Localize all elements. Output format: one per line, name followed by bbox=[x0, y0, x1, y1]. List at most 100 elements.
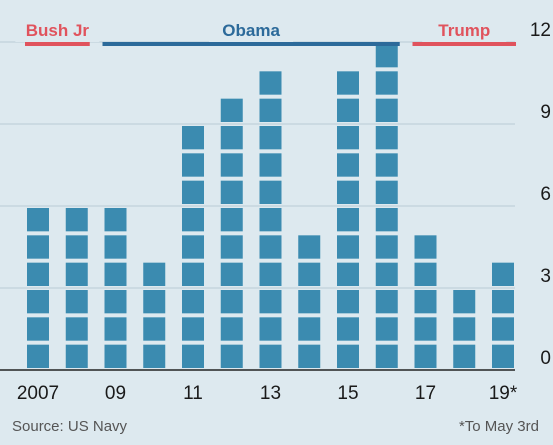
bar-segment bbox=[375, 153, 398, 177]
bar-segment bbox=[414, 235, 437, 259]
bar-segment bbox=[259, 317, 282, 341]
bar-2012 bbox=[220, 98, 243, 368]
bar-segment bbox=[182, 208, 204, 232]
bar-segment bbox=[65, 317, 88, 341]
bar-2016 bbox=[375, 44, 398, 368]
bar-segment bbox=[375, 180, 398, 204]
bar-segment bbox=[259, 235, 282, 259]
bar-segment bbox=[104, 290, 127, 314]
bar-segment bbox=[259, 71, 282, 95]
bar-segment bbox=[182, 153, 204, 177]
bar-segment bbox=[220, 153, 243, 177]
bar-segment bbox=[220, 317, 243, 341]
period-label-bg bbox=[15, 22, 100, 42]
x-tick-label: 19* bbox=[489, 383, 518, 404]
period-label: Obama bbox=[222, 21, 280, 40]
bar-segment bbox=[220, 290, 243, 314]
bar-segment bbox=[143, 262, 166, 286]
bar-segment bbox=[492, 290, 514, 314]
bar-segment bbox=[220, 344, 243, 368]
bar-2007 bbox=[27, 208, 49, 368]
bar-segment bbox=[375, 44, 398, 68]
bar-segment bbox=[259, 344, 282, 368]
bar-2008 bbox=[65, 208, 88, 368]
bar-segment bbox=[337, 262, 359, 286]
bar-segment bbox=[375, 71, 398, 95]
period-label-bg bbox=[422, 22, 507, 42]
y-tick-label: 3 bbox=[540, 266, 551, 287]
bar-segment bbox=[104, 262, 127, 286]
bar-segment bbox=[27, 262, 49, 286]
bar-segment bbox=[298, 262, 321, 286]
y-axis: 0 3 6 9 12 bbox=[530, 20, 551, 369]
bar-segment bbox=[414, 317, 437, 341]
bar-2010 bbox=[143, 262, 166, 368]
bar-2013 bbox=[259, 71, 282, 368]
bar-segment bbox=[220, 180, 243, 204]
bar-segment bbox=[375, 98, 398, 122]
bar-segment bbox=[337, 344, 359, 368]
bar-2015 bbox=[337, 71, 359, 368]
bar-segment bbox=[453, 344, 476, 368]
bar-segment bbox=[143, 290, 166, 314]
bar-segment bbox=[375, 235, 398, 259]
bar-segment bbox=[104, 208, 127, 232]
bar-segment bbox=[337, 71, 359, 95]
y-tick-label: 12 bbox=[530, 20, 551, 41]
y-tick-label: 6 bbox=[540, 184, 551, 205]
bar-segment bbox=[27, 235, 49, 259]
bar-segment bbox=[65, 344, 88, 368]
bar-segment bbox=[337, 235, 359, 259]
x-tick-label: 2007 bbox=[17, 383, 59, 404]
bar-segment bbox=[104, 344, 127, 368]
bar-segment bbox=[220, 126, 243, 150]
bar-2017 bbox=[414, 235, 437, 368]
bar-segment bbox=[182, 126, 204, 150]
bar-segment bbox=[337, 98, 359, 122]
bar-segment bbox=[453, 290, 476, 314]
bar-segment bbox=[298, 344, 321, 368]
bar-segment bbox=[492, 317, 514, 341]
bar-segment bbox=[259, 98, 282, 122]
bar-segment bbox=[182, 290, 204, 314]
bar-segment bbox=[65, 262, 88, 286]
bar-2018 bbox=[453, 290, 476, 368]
bar-segment bbox=[375, 344, 398, 368]
bar-segment bbox=[27, 344, 49, 368]
bar-segment bbox=[220, 208, 243, 232]
bar-segment bbox=[220, 98, 243, 122]
bar-segment bbox=[298, 290, 321, 314]
bar-2014 bbox=[298, 235, 321, 368]
bar-segment bbox=[65, 290, 88, 314]
bar-segment bbox=[259, 208, 282, 232]
y-tick-label: 0 bbox=[540, 348, 551, 369]
bar-segment bbox=[182, 317, 204, 341]
x-axis: 2007 09 11 13 15 17 19* bbox=[17, 383, 518, 404]
x-tick-label: 11 bbox=[183, 383, 203, 404]
period-label-bg bbox=[209, 22, 294, 42]
bar-segment bbox=[182, 235, 204, 259]
bar-segment bbox=[414, 344, 437, 368]
bar-segment bbox=[65, 208, 88, 232]
x-tick-label: 09 bbox=[105, 383, 126, 404]
bar-segment bbox=[220, 235, 243, 259]
bar-segment bbox=[298, 317, 321, 341]
bar-segment bbox=[143, 344, 166, 368]
presidency-bands: Bush Jr Obama Trump bbox=[15, 21, 516, 46]
bar-segment bbox=[27, 208, 49, 232]
footnote: *To May 3rd bbox=[458, 418, 539, 435]
x-tick-label: 17 bbox=[415, 383, 436, 404]
bar-segment bbox=[453, 317, 476, 341]
bar-segment bbox=[182, 180, 204, 204]
bar-segment bbox=[104, 317, 127, 341]
bar-segment bbox=[65, 235, 88, 259]
bar-segment bbox=[375, 290, 398, 314]
bar-2011 bbox=[182, 126, 204, 368]
bar-segment bbox=[337, 208, 359, 232]
bar-2009 bbox=[104, 208, 127, 368]
bar-segment bbox=[220, 262, 243, 286]
bar-segment bbox=[27, 290, 49, 314]
bar-segment bbox=[414, 262, 437, 286]
bar-segment bbox=[27, 317, 49, 341]
